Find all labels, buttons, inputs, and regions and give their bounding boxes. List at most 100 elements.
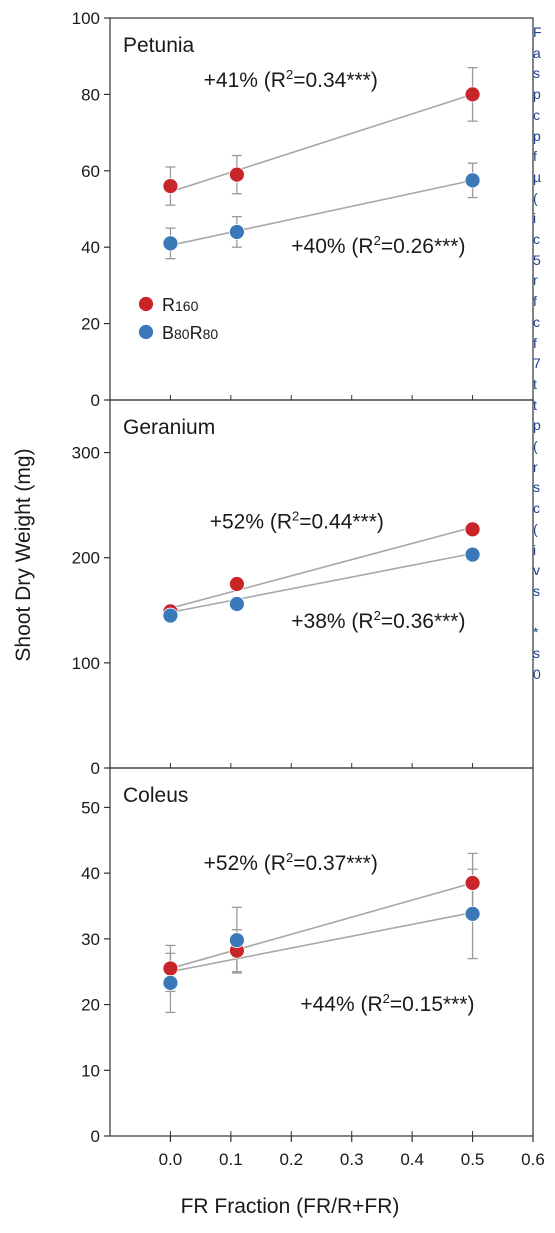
regression-annotation: +52% (R2=0.44***) xyxy=(210,508,384,533)
x-tick-label: 0.4 xyxy=(400,1150,424,1169)
legend-swatch xyxy=(138,324,154,340)
side-caption-line: s xyxy=(533,479,540,496)
side-caption-line: c xyxy=(533,500,540,517)
x-tick-label: 0.6 xyxy=(521,1150,545,1169)
side-caption-line: µ xyxy=(533,168,542,185)
regression-annotation: +52% (R2=0.37***) xyxy=(204,850,378,875)
side-caption-line: ( xyxy=(533,189,538,206)
data-point xyxy=(464,521,481,538)
panel-title: Geranium xyxy=(123,416,215,439)
y-tick-label: 0 xyxy=(91,759,100,778)
side-caption-line: ( xyxy=(533,520,538,537)
side-caption-line: * xyxy=(533,624,539,641)
x-axis-title: FR Fraction (FR/R+FR) xyxy=(181,1195,400,1218)
data-point xyxy=(228,932,245,949)
data-point xyxy=(228,224,245,240)
data-point xyxy=(228,596,245,612)
y-tick-label: 10 xyxy=(81,1061,100,1080)
x-tick-label: 0.3 xyxy=(340,1150,364,1169)
side-caption-line: r xyxy=(533,272,538,289)
fit-line xyxy=(170,526,473,609)
regression-annotation: +41% (R2=0.34***) xyxy=(204,67,378,92)
data-point xyxy=(162,235,179,252)
fit-line xyxy=(170,882,473,970)
side-caption-line: f xyxy=(533,293,537,310)
side-caption-line: i xyxy=(533,210,537,227)
panel-geranium: 0 100 200 300 Geranium +52% (R2=0.44***) +38% … xyxy=(72,399,534,778)
legend-label: B80R80 xyxy=(162,323,218,343)
x-tick-label: 0.2 xyxy=(279,1150,303,1169)
y-tick-label: 20 xyxy=(81,315,100,334)
panel-frame xyxy=(109,399,534,769)
y-tick-label: 200 xyxy=(72,549,100,568)
y-tick-label: 0 xyxy=(91,391,100,410)
panel-petunia: 0 20 40 60 80 100 Petunia +41% (R2=0.34***) +40%… xyxy=(72,9,534,410)
data-point xyxy=(162,178,179,194)
side-caption-line: f xyxy=(533,148,537,165)
data-point xyxy=(228,576,245,592)
panel-coleus: 0 10 20 30 40 50 Coleus +52% (R2=0.37***) +44% (… xyxy=(81,767,534,1146)
side-caption-line: 7 xyxy=(533,355,541,372)
y-tick-label: 100 xyxy=(72,654,100,673)
side-caption-line: f xyxy=(533,334,537,351)
data-point xyxy=(162,607,179,624)
y-tick-label: 60 xyxy=(81,162,100,181)
panel-title: Petunia xyxy=(123,34,195,57)
y-axis-title: Shoot Dry Weight (mg) xyxy=(12,448,35,661)
side-caption-line: c xyxy=(533,313,540,330)
side-caption-line: s xyxy=(533,645,540,662)
x-tick-label: 0.1 xyxy=(219,1150,243,1169)
panel-frame xyxy=(109,767,534,1137)
y-tick-label: 80 xyxy=(81,85,100,104)
legend-swatch xyxy=(138,296,154,312)
legend: R160 B80R80 xyxy=(138,295,218,343)
side-caption-line xyxy=(533,602,555,623)
y-tick-label: 100 xyxy=(72,9,100,28)
side-caption-line: t xyxy=(533,375,537,392)
data-point xyxy=(464,546,481,563)
data-point xyxy=(464,875,481,891)
x-axis: 0.0 0.1 0.2 0.3 0.4 0.5 0.6 xyxy=(159,1136,545,1169)
data-point xyxy=(162,974,179,991)
regression-annotation: +38% (R2=0.36***) xyxy=(291,608,465,633)
data-point xyxy=(162,960,179,977)
fit-line xyxy=(170,911,473,973)
x-tick-label: 0.0 xyxy=(159,1150,183,1169)
side-caption-line: r xyxy=(533,458,538,475)
side-caption-line: 5 xyxy=(533,251,541,268)
y-tick-label: 40 xyxy=(81,238,100,257)
side-caption-line: p xyxy=(533,417,541,434)
data-point xyxy=(464,86,481,103)
y-tick-label: 20 xyxy=(81,996,100,1015)
side-caption-line: v xyxy=(533,562,540,579)
data-point xyxy=(464,905,481,922)
side-caption-line: s xyxy=(533,582,540,599)
regression-annotation: +40% (R2=0.26***) xyxy=(291,233,465,258)
data-point xyxy=(228,166,245,183)
y-tick-label: 0 xyxy=(91,1127,100,1146)
legend-label: R160 xyxy=(162,295,199,315)
x-tick-label: 0.5 xyxy=(461,1150,485,1169)
y-tick-label: 30 xyxy=(81,930,100,949)
y-tick-label: 300 xyxy=(72,444,100,463)
panel-title: Coleus xyxy=(123,784,188,807)
fit-line xyxy=(170,552,473,614)
side-caption-line: p xyxy=(533,86,541,103)
side-caption-line: 0 xyxy=(533,665,541,682)
side-caption-line: c xyxy=(533,231,540,248)
side-caption-line: a xyxy=(533,44,541,61)
side-caption-line: F xyxy=(533,24,542,40)
data-point xyxy=(464,172,481,189)
side-caption-line: c xyxy=(533,106,540,123)
side-caption-line: ( xyxy=(533,438,538,455)
regression-annotation: +44% (R2=0.15***) xyxy=(300,991,474,1016)
fit-line xyxy=(170,93,473,193)
fit-line xyxy=(170,179,473,247)
side-caption-line: s xyxy=(533,65,540,82)
side-caption-line: i xyxy=(533,541,537,558)
side-caption-line: t xyxy=(533,396,537,413)
y-tick-label: 50 xyxy=(81,798,100,817)
